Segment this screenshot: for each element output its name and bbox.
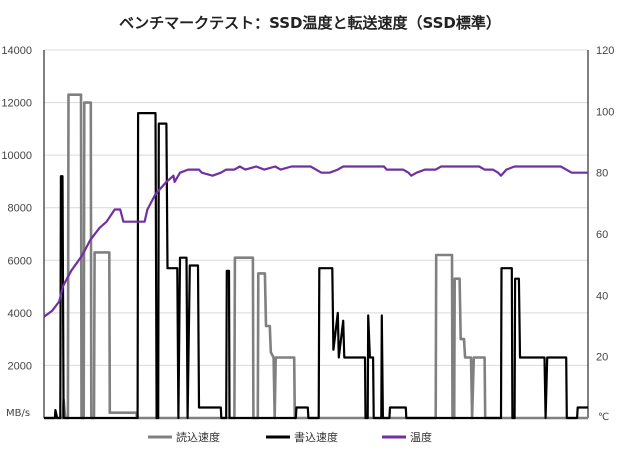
series-line-2 [44, 111, 588, 420]
legend-label-3: 温度 [410, 430, 432, 444]
chart-title: ベンチマークテスト：SSD温度と転送速度（SSD標準） [119, 14, 501, 32]
left-tick-label: 14000 [1, 45, 32, 57]
left-axis-unit: MB/s [6, 408, 30, 419]
left-tick-label: 10000 [1, 150, 32, 162]
gridlines [44, 49, 588, 419]
left-tick-label: 4000 [8, 308, 32, 320]
right-tick-label: 20 [596, 352, 608, 364]
left-tick-label: 2000 [8, 360, 32, 372]
right-axis-unit: ℃ [598, 412, 609, 423]
left-tick-label: 8000 [8, 203, 32, 215]
series-line-1 [44, 93, 588, 420]
series-layer [43, 93, 588, 420]
legend: 読込速度 書込速度 温度 [148, 430, 432, 444]
axes [43, 50, 589, 419]
right-tick-label: 60 [596, 229, 608, 241]
left-tick-label: 12000 [1, 98, 32, 110]
legend-label-1: 読込速度 [176, 430, 220, 444]
right-tick-label: 40 [596, 290, 608, 302]
left-axis-ticks: 2000 4000 6000 8000 10000 12000 14000 [1, 45, 32, 372]
right-axis-ticks: 20 40 60 80 100 120 [596, 45, 614, 364]
legend-label-2: 書込速度 [294, 430, 338, 444]
right-tick-label: 80 [596, 168, 608, 180]
right-tick-label: 100 [596, 106, 614, 118]
right-tick-label: 120 [596, 45, 614, 57]
series-line-3 [43, 165, 588, 318]
left-tick-label: 6000 [8, 255, 32, 267]
